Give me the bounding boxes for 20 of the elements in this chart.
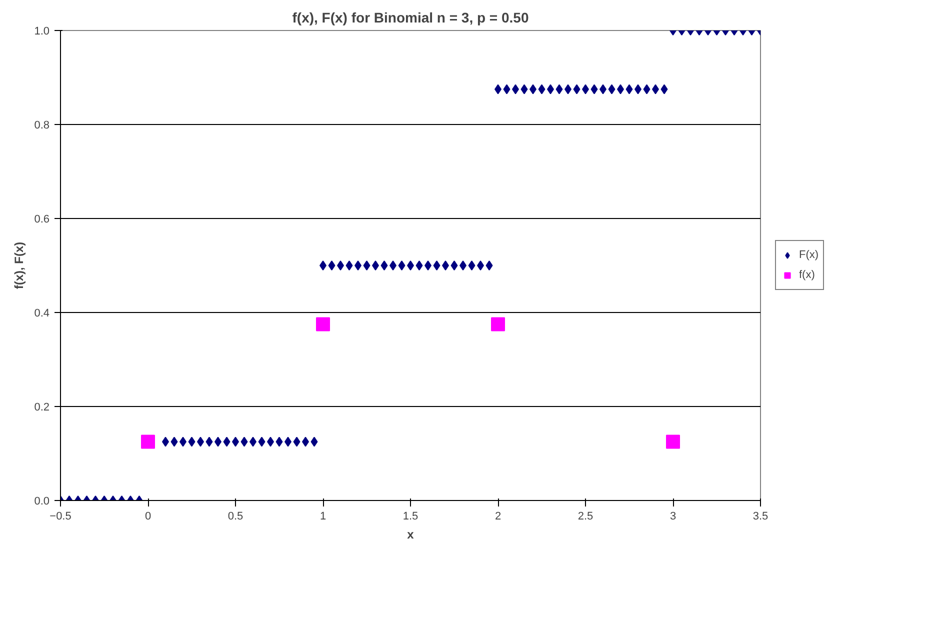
- legend-label: f(x): [799, 269, 816, 281]
- chart-title: f(x), F(x) for Binomial n = 3, p = 0.50: [292, 10, 529, 26]
- x-tick-label: 3: [670, 510, 676, 522]
- y-tick-label: 0.0: [34, 496, 50, 508]
- x-tick-label: −0.5: [50, 510, 72, 522]
- x-tick-label: 0.5: [228, 510, 244, 522]
- y-tick-label: 0.4: [34, 308, 50, 320]
- x-tick-label: 1.5: [402, 510, 418, 522]
- y-tick-label: 0.6: [34, 214, 50, 226]
- y-axis-title: f(x), F(x): [12, 242, 26, 290]
- y-tick-label: 0.2: [34, 402, 50, 414]
- x-axis-title: x: [407, 528, 414, 542]
- y-tick-label: 0.8: [34, 120, 50, 132]
- legend-label: F(x): [799, 249, 819, 261]
- x-tick-label: 2.5: [578, 510, 594, 522]
- x-tick-label: 1: [320, 510, 326, 522]
- x-tick-label: 0: [144, 510, 152, 522]
- x-tick-label: 2: [494, 510, 502, 522]
- y-tick-label: 1.0: [34, 26, 50, 38]
- x-tick-label: 3.5: [752, 510, 768, 522]
